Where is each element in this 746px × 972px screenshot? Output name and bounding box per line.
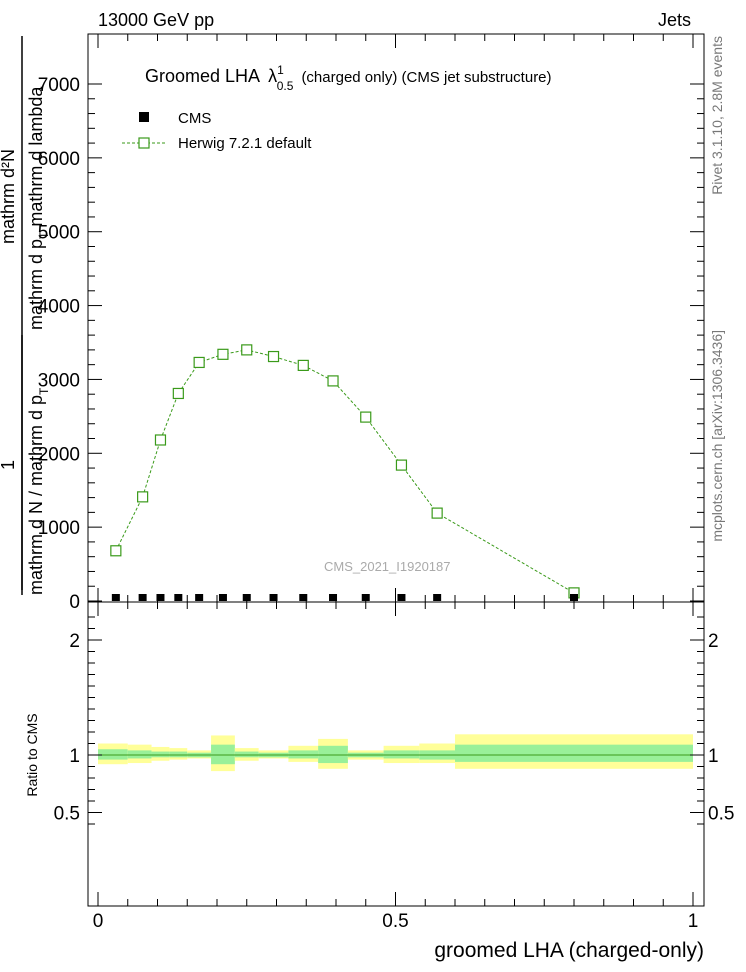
- mcplots-label: mcplots.cern.ch [arXiv:1306.3436]: [709, 330, 725, 542]
- x-tick-label: 0: [93, 911, 104, 932]
- ratio-axis-ticks: [88, 602, 704, 906]
- ylabel-prefix-sub: T: [37, 387, 51, 395]
- x-tick-label: 1: [688, 911, 699, 932]
- main-y-tick-labels: 0 1000 2000 3000 4000 5000 6000 7000: [38, 75, 80, 613]
- ratio-band-inner: [234, 751, 259, 758]
- ratio-y-tick-label-right: 0.5: [708, 804, 734, 825]
- ratio-band-inner: [98, 749, 128, 760]
- legend-herwig-label: Herwig 7.2.1 default: [178, 135, 312, 152]
- x-tick-labels: 0 0.5 1: [93, 911, 699, 932]
- ratio-y-tick-label-left: 0.5: [54, 804, 80, 825]
- cms-series: [111, 594, 578, 601]
- ratio-band-inner: [127, 750, 152, 759]
- rivet-label: Rivet 3.1.10, 2.8M events: [709, 36, 725, 195]
- cms-point: [138, 594, 147, 601]
- title-prefix: Groomed LHA: [145, 66, 260, 86]
- herwig-point: [193, 356, 205, 369]
- y-axis-label: 1 mathrm d N / mathrm d pT mathrm d²N ma…: [0, 36, 51, 595]
- ylabel-prefix-denominator: mathrm d N / mathrm d pT: [26, 387, 51, 595]
- ylabel-denominator-main: mathrm d p: [26, 239, 46, 330]
- ratio-y-tick-label-right: 2: [708, 631, 719, 652]
- ylabel-denominator-tail: mathrm d lambda: [26, 86, 46, 232]
- cms-point: [269, 594, 278, 601]
- header-energy: 13000 GeV pp: [98, 10, 214, 30]
- herwig-point: [297, 359, 309, 371]
- herwig-point: [327, 375, 339, 387]
- chart-title: Groomed LHA λ1 0.5 (charged only) (CMS jet …: [145, 63, 552, 93]
- cms-point: [242, 594, 251, 601]
- cms-point: [111, 594, 120, 601]
- cms-point: [195, 594, 204, 601]
- cms-point: [361, 594, 370, 601]
- main-axis-ticks: [88, 34, 704, 602]
- title-suffix: (charged only) (CMS jet substructure): [301, 69, 551, 86]
- ratio-y-tick-label-right: 1: [708, 746, 719, 767]
- herwig-point: [241, 344, 253, 356]
- herwig-point: [154, 434, 167, 446]
- ratio-y-tick-label-left: 2: [69, 631, 80, 652]
- x-axis-label: groomed LHA (charged-only): [434, 939, 704, 962]
- herwig-point: [110, 545, 122, 557]
- cms-point: [570, 594, 578, 601]
- title-sub: 0.5: [277, 79, 294, 93]
- ratio-band-inner: [151, 751, 170, 758]
- ratio-band-inner: [288, 750, 319, 759]
- ylabel-prefix-numerator: 1: [0, 460, 18, 470]
- ratio-band-inner: [211, 744, 235, 765]
- herwig-point: [267, 350, 280, 363]
- main-y-tick-label: 5000: [38, 223, 80, 244]
- ratio-y-tick-labels: 0.5 0.5 1 1 2 2: [54, 631, 735, 825]
- title-sup: 1: [277, 63, 284, 77]
- legend-cms-label: CMS: [178, 110, 211, 127]
- herwig-point: [360, 411, 372, 423]
- herwig-series: [110, 344, 580, 599]
- ratio-bands: [98, 734, 693, 772]
- herwig-line: [115, 349, 575, 594]
- ratio-y-tick-label-left: 1: [69, 746, 80, 767]
- cms-point: [397, 594, 406, 601]
- ylabel-denominator: mathrm d pT mathrm d lambda: [26, 86, 51, 330]
- legend: CMS Herwig 7.2.1 default: [122, 110, 312, 152]
- ylabel-denominator-sub: T: [37, 231, 51, 239]
- legend-cms-marker: [139, 112, 149, 122]
- main-y-tick-label: 1000: [38, 518, 80, 539]
- main-y-tick-label: 2000: [38, 444, 80, 465]
- cms-point: [218, 594, 227, 601]
- ratio-band-inner: [318, 745, 348, 764]
- herwig-point: [137, 491, 149, 503]
- analysis-watermark: CMS_2021_I1920187: [324, 559, 451, 574]
- herwig-point: [172, 387, 184, 400]
- ratio-ylabel: Ratio to CMS: [24, 713, 40, 796]
- main-y-tick-label: 7000: [38, 75, 80, 96]
- main-y-tick-label: 6000: [38, 149, 80, 170]
- ratio-band-inner: [455, 744, 693, 762]
- ylabel-numerator: mathrm d²N: [0, 149, 18, 244]
- cms-point: [329, 594, 338, 601]
- main-y-tick-label: 3000: [38, 370, 80, 391]
- ylabel-prefix-denominator-main: mathrm d N / mathrm d p: [26, 395, 46, 595]
- legend-herwig-marker: [138, 137, 150, 149]
- header-jets: Jets: [658, 10, 691, 30]
- cms-point: [299, 594, 308, 601]
- cms-point: [174, 594, 183, 601]
- ratio-band-inner: [169, 751, 188, 758]
- ratio-frame: [87, 601, 705, 907]
- cms-point: [156, 594, 165, 601]
- title-symbol: λ: [268, 66, 277, 86]
- herwig-point: [217, 348, 229, 360]
- main-y-tick-label: 4000: [38, 297, 80, 318]
- main-y-tick-label: 0: [69, 592, 80, 613]
- herwig-point: [395, 459, 408, 471]
- ratio-band-inner: [383, 750, 420, 759]
- cms-point: [433, 594, 442, 601]
- x-tick-label: 0.5: [382, 911, 408, 932]
- herwig-point: [431, 507, 443, 519]
